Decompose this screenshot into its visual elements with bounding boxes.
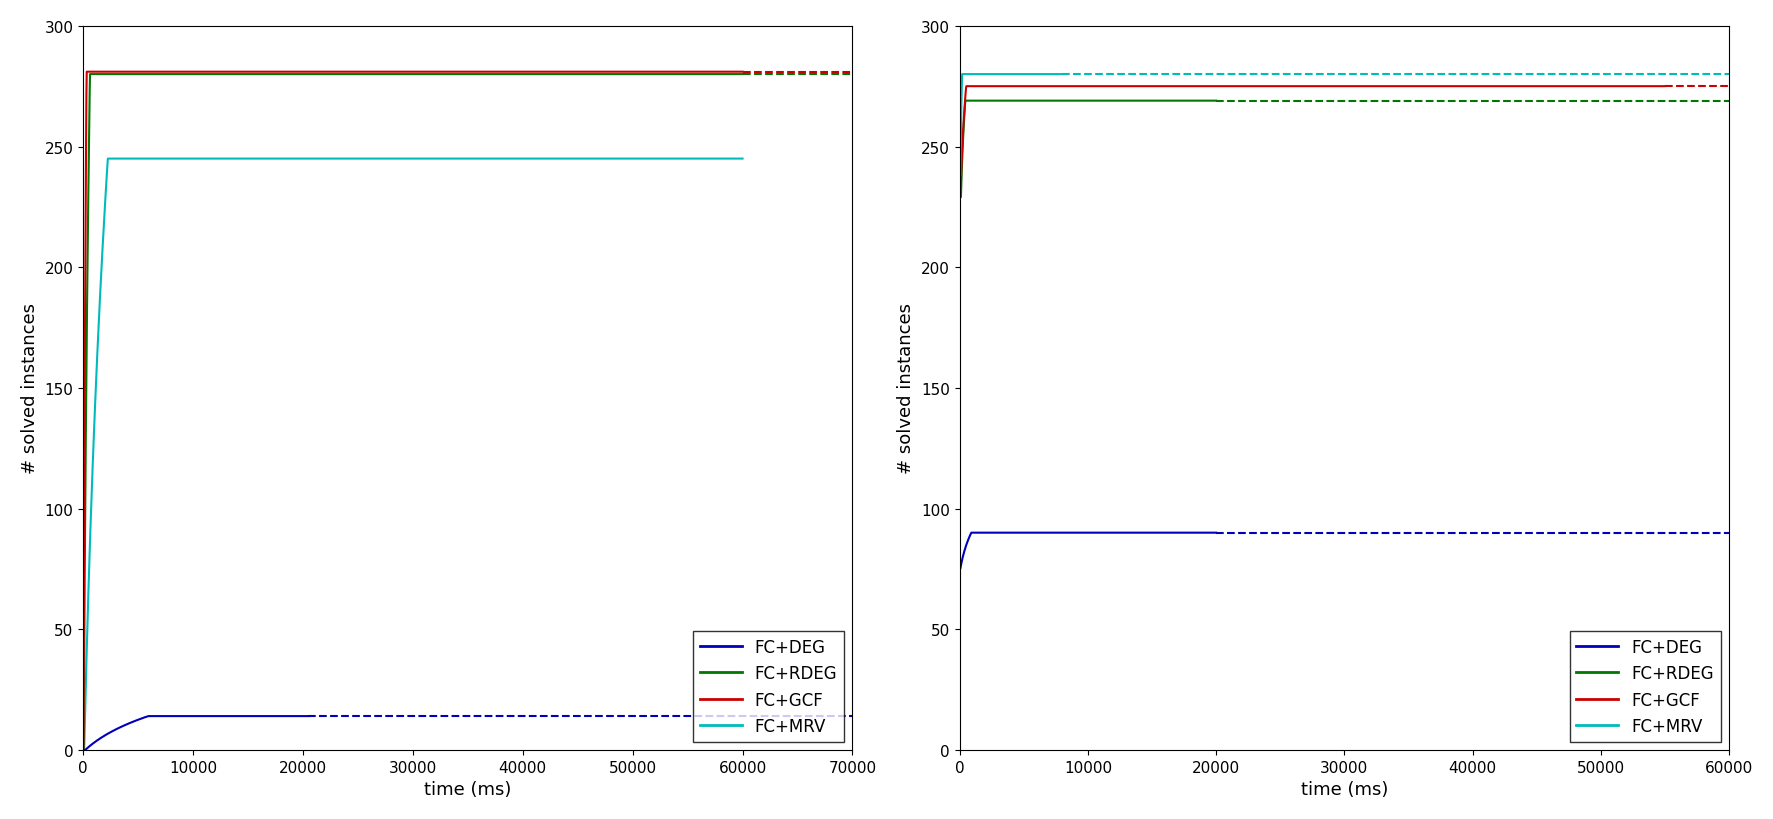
Legend: FC+DEG, FC+RDEG, FC+GCF, FC+MRV: FC+DEG, FC+RDEG, FC+GCF, FC+MRV: [1569, 631, 1720, 742]
Y-axis label: # solved instances: # solved instances: [21, 303, 39, 473]
Y-axis label: # solved instances: # solved instances: [897, 303, 915, 473]
X-axis label: time (ms): time (ms): [424, 781, 511, 799]
X-axis label: time (ms): time (ms): [1300, 781, 1386, 799]
Legend: FC+DEG, FC+RDEG, FC+GCF, FC+MRV: FC+DEG, FC+RDEG, FC+GCF, FC+MRV: [693, 631, 844, 742]
